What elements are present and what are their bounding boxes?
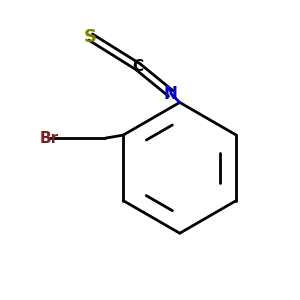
Text: Br: Br [39,130,58,146]
Text: N: N [164,85,178,103]
Text: C: C [133,59,144,74]
Text: S: S [84,28,97,46]
